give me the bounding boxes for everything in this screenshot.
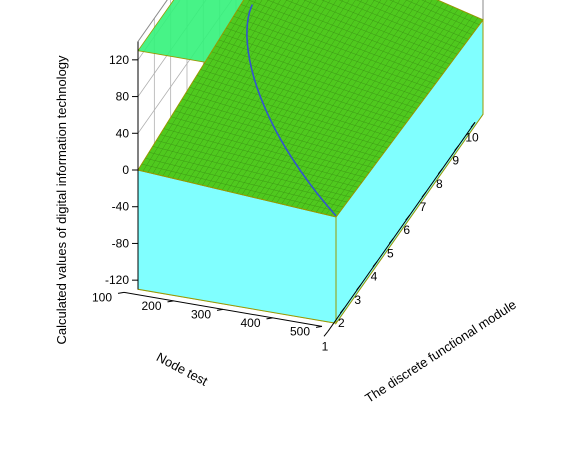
y-axis-tick [437, 168, 443, 175]
z-tick-label: -120 [105, 273, 129, 287]
surface-mesh-line [266, 0, 447, 70]
surface-mesh-line [296, 2, 444, 208]
surface-mesh-line [266, 0, 407, 201]
surface-mesh-line [311, 8, 459, 212]
x-axis-title: Node test [154, 349, 211, 389]
surface-mesh-line [240, 4, 439, 80]
y-tick-label: 9 [452, 154, 459, 168]
x-axis-tick [117, 291, 125, 294]
x-tick-label: 200 [141, 299, 161, 313]
y-axis-tick [339, 307, 345, 314]
y-tick-label: 4 [371, 270, 378, 284]
x-tick-label: 500 [290, 324, 310, 338]
surface-mesh-line [330, 17, 479, 216]
surface-mesh-line [261, 0, 401, 200]
y-axis-tick [388, 238, 394, 244]
surface-mesh-line [226, 27, 425, 99]
surface-mesh-line [229, 21, 428, 94]
surface-mesh-line [237, 10, 436, 85]
surface-mesh-line [247, 0, 443, 75]
surface-mesh-line [291, 0, 439, 207]
surface-mesh-line [355, 0, 465, 45]
y-axis-tick [356, 284, 362, 291]
y-axis-line [327, 122, 476, 332]
surface-mesh-line [421, 0, 480, 25]
surface-mesh-line [218, 39, 417, 109]
surface-mesh-line [251, 0, 388, 198]
y-tick-label: 10 [465, 130, 479, 144]
surface-contour [246, 4, 337, 217]
y-axis-tick [405, 214, 411, 221]
y-tick-label: 2 [338, 316, 345, 330]
y-axis-tick [372, 261, 378, 267]
y-tick-label: 8 [436, 177, 443, 191]
y-tick-label: 3 [354, 293, 361, 307]
surface-mesh-line [286, 0, 433, 206]
surface-mesh-line [389, 0, 473, 35]
surface-mesh-line [281, 0, 427, 205]
surface-mesh-line [301, 4, 449, 209]
z-axis-title: Calculated values of digital information… [54, 55, 69, 345]
x-axis-tick [266, 317, 273, 320]
surface-mesh-line [315, 11, 464, 213]
surface-mesh-line [306, 6, 454, 210]
surface-mesh-line [321, 0, 458, 55]
axis-layer: 12080400-40-80-1201002003004005001234567… [92, 41, 479, 353]
surface-mesh-line [276, 0, 420, 203]
y-axis-tick [323, 331, 329, 337]
surface-mesh-line [211, 51, 410, 119]
surface-mesh-line [256, 0, 394, 199]
surface-mesh-line [215, 45, 414, 114]
surface-mesh-line [338, 0, 462, 50]
x-tick-label: 400 [240, 316, 260, 330]
z-tick-label: 80 [116, 90, 130, 104]
surface-mesh-line [405, 0, 476, 30]
surface-mesh-line [372, 0, 469, 40]
x-axis-tick [167, 300, 174, 303]
y-axis-title: The discrete functional module [362, 297, 519, 406]
y-tick-label: 5 [387, 246, 394, 260]
x-tick-label: 300 [191, 307, 211, 321]
surface-mesh-line [271, 0, 414, 202]
z-tick-label: 0 [122, 163, 129, 177]
surface-mesh-line [233, 16, 432, 89]
y-tick-label: 6 [403, 223, 410, 237]
z-tick-label: 120 [109, 53, 129, 67]
surface-mesh-line [246, 0, 382, 196]
surface-mesh-line [222, 33, 421, 104]
y-axis-tick [454, 145, 460, 151]
x-axis-tick [216, 308, 224, 311]
y-axis-tick [421, 191, 427, 198]
surface-top [137, 0, 484, 218]
x-axis-tick [315, 325, 323, 328]
surface-mesh-line [303, 0, 454, 60]
surface-layer [137, 0, 484, 325]
surface-mesh-line [320, 13, 469, 214]
z-tick-label: 40 [116, 126, 130, 140]
surface-mesh-line [325, 15, 474, 215]
y-tick-label: 1 [322, 339, 329, 353]
z-tick-label: -80 [112, 236, 130, 250]
z-tick-label: -40 [112, 200, 130, 214]
y-tick-label: 7 [420, 200, 427, 214]
surface-mesh-line [241, 0, 375, 195]
z-gridline [137, 0, 233, 134]
x-tick-label: 100 [92, 290, 112, 304]
y-axis-tick [470, 122, 476, 128]
surface-mesh-line [285, 0, 451, 65]
